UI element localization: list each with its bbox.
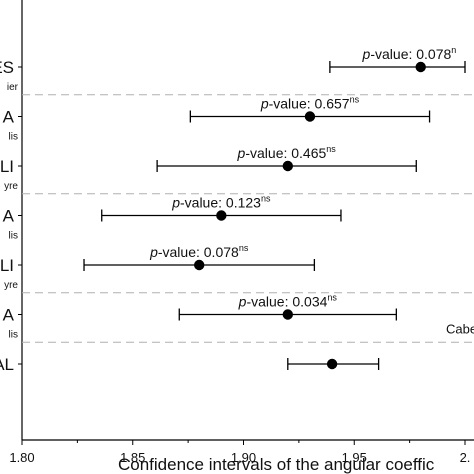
p-value-label: p-value: 0.465ns xyxy=(237,144,337,161)
point-estimate xyxy=(304,111,316,122)
row-sublabel: lis xyxy=(9,330,18,341)
point-estimate xyxy=(326,358,338,370)
p-value-label: p-value: 0.034ns xyxy=(238,293,338,310)
row-label: A xyxy=(3,207,15,226)
x-tick-label: 1.95 xyxy=(342,450,367,465)
point-estimate xyxy=(216,210,227,221)
row-sublabel: lis xyxy=(9,132,18,143)
group-label: Cabe xyxy=(446,321,474,336)
row-sublabel: ier xyxy=(7,82,19,93)
x-tick-label: 1.80 xyxy=(9,450,34,465)
point-estimate xyxy=(282,309,293,320)
p-value-label: p-value: 0.657ns xyxy=(260,95,360,112)
point-estimate xyxy=(194,259,205,271)
p-value-label: p-value: 0.078ns xyxy=(149,243,249,260)
row-label: A xyxy=(3,108,15,127)
row-label: LI xyxy=(0,157,14,176)
row-label: ES xyxy=(0,58,14,77)
x-tick-label: 1.85 xyxy=(120,450,145,465)
x-axis-label: Confidence intervals of the angular coef… xyxy=(118,455,435,474)
p-value-label: p-value: 0.123ns xyxy=(171,194,271,211)
x-tick-label: 1.90 xyxy=(231,450,256,465)
row-sublabel: lis xyxy=(9,231,18,242)
point-estimate xyxy=(415,61,426,73)
p-value-label: p-value: 0.078n xyxy=(362,45,457,62)
row-label: LI xyxy=(0,256,14,275)
row-sublabel: yre xyxy=(4,280,18,291)
point-estimate xyxy=(282,160,293,172)
row-label: AL xyxy=(0,355,14,374)
row-label: A xyxy=(3,306,15,325)
x-tick-label: 2. xyxy=(460,450,471,465)
row-sublabel: yre xyxy=(4,181,18,192)
